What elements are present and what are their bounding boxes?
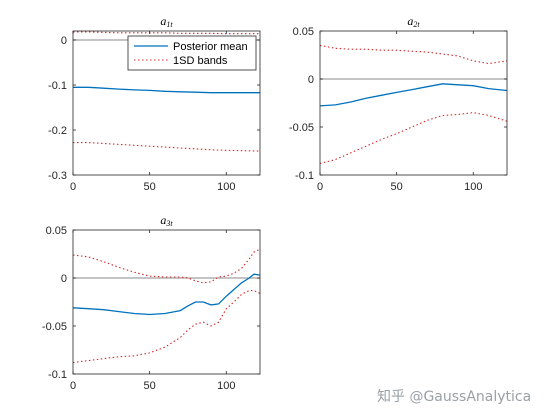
x-tick-label: 0 [70, 380, 76, 392]
axes-box [72, 229, 261, 375]
sd-band-line-2 [320, 112, 507, 165]
y-tick-label: 0 [61, 273, 67, 285]
x-tick-label: 100 [217, 181, 235, 193]
subplot-title: a3t [160, 213, 173, 228]
x-tick-label: 100 [217, 380, 235, 392]
y-tick-label: -0.1 [48, 80, 67, 92]
x-tick-label: 50 [144, 380, 156, 392]
x-tick-label: 0 [70, 181, 76, 193]
x-tick-label: 50 [144, 181, 156, 193]
y-tick-label: -0.05 [289, 122, 314, 134]
posterior-mean-line [73, 86, 260, 94]
axes-box [72, 30, 261, 176]
posterior-mean-line [73, 273, 260, 316]
x-tick-label: 0 [317, 181, 323, 193]
legend-label: 1SD bands [173, 55, 228, 67]
y-tick-label: -0.1 [48, 369, 67, 381]
watermark-text: 知乎 @GaussAnalytica [377, 389, 532, 405]
y-tick-label: -0.2 [48, 125, 67, 137]
y-tick-label: 0.05 [46, 225, 67, 237]
y-tick-label: -0.1 [295, 170, 314, 182]
x-tick-label: 50 [391, 181, 403, 193]
subplot-title: a2t [407, 14, 420, 29]
subplot-3: 0 50 100 0.05 0 -0.05 -0.1 a3t [42, 213, 261, 392]
y-tick-label: -0.3 [48, 170, 67, 182]
legend: Posterior mean 1SD bands [127, 35, 257, 71]
sd-band-line-1 [320, 44, 507, 65]
x-tick-label: 100 [464, 181, 482, 193]
y-tick-label: -0.05 [42, 321, 67, 333]
subplot-title: a1t [160, 14, 173, 29]
y-tick-label: 0.05 [293, 26, 314, 38]
sd-band-line-1 [73, 31, 260, 35]
axes-box [319, 30, 508, 176]
posterior-mean-line [320, 83, 507, 107]
legend-label: Posterior mean [173, 41, 248, 53]
y-tick-label: 0 [308, 74, 314, 86]
y-tick-label: 0 [61, 35, 67, 47]
sd-band-line-2 [73, 142, 260, 152]
sd-band-line-2 [73, 289, 260, 364]
subplot-2: 0 50 100 0.05 0 -0.05 -0.1 a2t [289, 14, 508, 193]
